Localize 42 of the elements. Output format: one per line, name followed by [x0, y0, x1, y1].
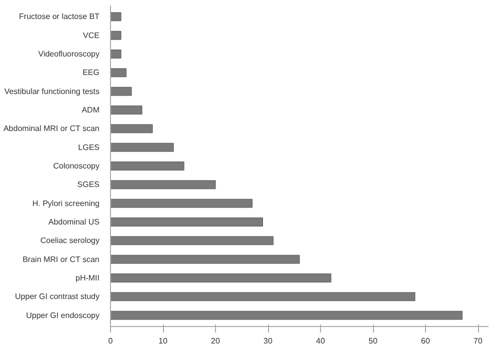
bar [110, 142, 174, 152]
bar [110, 236, 274, 246]
x-tick-label: 40 [316, 336, 326, 346]
bar [110, 86, 132, 96]
x-tick-label: 60 [421, 336, 430, 346]
x-tick-label: 20 [211, 336, 220, 346]
y-tick-label: H. Pylori screening [32, 198, 100, 208]
y-tick-label: pH-MII [76, 273, 100, 282]
bar [110, 106, 142, 114]
y-tick-label: Fructose or lactose BT [19, 12, 100, 22]
bar [110, 124, 153, 134]
y-tick-label: Upper GI endoscopy [26, 310, 100, 320]
bar [110, 50, 122, 58]
y-tick-label: VCE [83, 30, 100, 40]
y-tick-label: Abdominal US [48, 217, 100, 226]
y-tick-label: Vestibular functioning tests [4, 86, 100, 96]
bar [110, 12, 122, 22]
y-tick-label: Colonoscopy [53, 162, 100, 170]
y-tick-label: Videofluoroscopy [38, 50, 100, 59]
bar [110, 292, 416, 302]
y-tick-label: Abdominal MRI or CT scan [3, 124, 100, 134]
x-tick-label: 0 [108, 336, 114, 346]
bar [110, 180, 216, 190]
y-tick-label: Upper GI contrast study [15, 292, 100, 302]
bar [110, 68, 126, 78]
bar [110, 310, 462, 320]
bar [110, 218, 263, 226]
bar [110, 162, 184, 170]
bar [110, 254, 300, 264]
y-tick-label: LGES [78, 142, 100, 152]
y-tick-label: ADM [82, 106, 100, 115]
x-tick-label: 30 [264, 336, 273, 346]
x-tick-label: 10 [158, 336, 168, 346]
y-tick-label: SGES [77, 180, 100, 190]
bar [110, 30, 122, 40]
y-tick-label: EEG [82, 68, 100, 78]
bar [110, 274, 332, 282]
y-tick-label: Brain MRI or CT scan [22, 254, 100, 264]
x-tick-label: 70 [474, 336, 483, 346]
bar [110, 198, 252, 208]
x-tick-label: 50 [368, 336, 378, 346]
y-tick-label: Coeliac serology [40, 236, 100, 246]
